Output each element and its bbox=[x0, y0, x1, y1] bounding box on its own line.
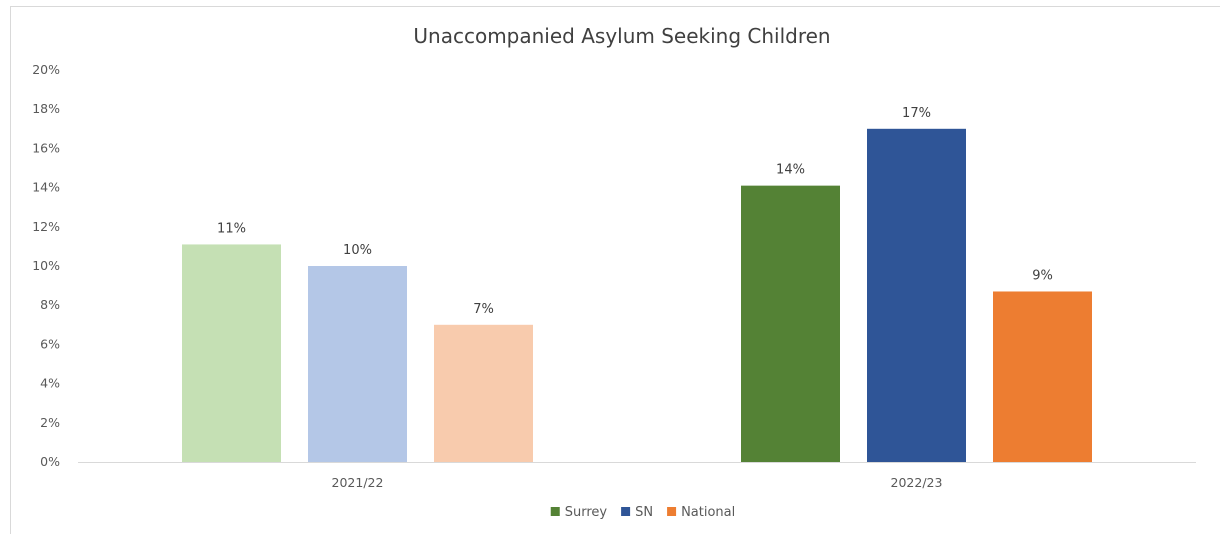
legend: Surrey SN National bbox=[550, 505, 735, 520]
y-tick-label: 18% bbox=[32, 101, 60, 116]
y-tick-label: 16% bbox=[32, 140, 60, 155]
y-tick-label: 10% bbox=[32, 258, 60, 273]
y-tick-label: 6% bbox=[40, 336, 60, 351]
legend-item: Surrey bbox=[550, 505, 608, 520]
bar bbox=[308, 266, 407, 462]
bars: 11% 10% 7% 14% 17% 9% bbox=[182, 106, 1092, 463]
legend-label: SN bbox=[635, 505, 653, 520]
x-axis: 2021/22 2022/23 bbox=[78, 462, 1196, 490]
y-tick-label: 4% bbox=[40, 376, 60, 391]
y-tick-label: 20% bbox=[32, 62, 60, 77]
legend-label: National bbox=[681, 505, 735, 520]
bar bbox=[993, 291, 1092, 462]
y-tick-label: 2% bbox=[40, 415, 60, 430]
legend-swatch bbox=[550, 507, 560, 516]
data-label: 14% bbox=[776, 163, 805, 178]
y-axis: 0% 2% 4% 6% 8% 10% 12% 14% 16% 18% 20% bbox=[32, 62, 60, 469]
y-tick-label: 12% bbox=[32, 219, 60, 234]
y-tick-label: 8% bbox=[40, 297, 60, 312]
legend-item: SN bbox=[621, 505, 653, 520]
data-label: 17% bbox=[902, 106, 931, 121]
x-tick-label: 2022/23 bbox=[891, 475, 943, 490]
bar bbox=[867, 128, 966, 463]
data-label: 9% bbox=[1032, 268, 1053, 283]
chart-title: Unaccompanied Asylum Seeking Children bbox=[413, 24, 830, 48]
x-tick-label: 2021/22 bbox=[332, 475, 384, 490]
bar bbox=[741, 185, 840, 462]
data-label: 10% bbox=[343, 243, 372, 258]
data-label: 7% bbox=[473, 302, 494, 317]
bar bbox=[182, 244, 281, 462]
y-tick-label: 14% bbox=[32, 180, 60, 195]
legend-swatch bbox=[667, 507, 677, 516]
legend-swatch bbox=[621, 507, 631, 516]
bar bbox=[434, 324, 533, 462]
legend-label: Surrey bbox=[565, 505, 608, 520]
data-label: 11% bbox=[217, 221, 246, 236]
legend-item: National bbox=[667, 505, 735, 520]
y-tick-label: 0% bbox=[40, 454, 60, 469]
